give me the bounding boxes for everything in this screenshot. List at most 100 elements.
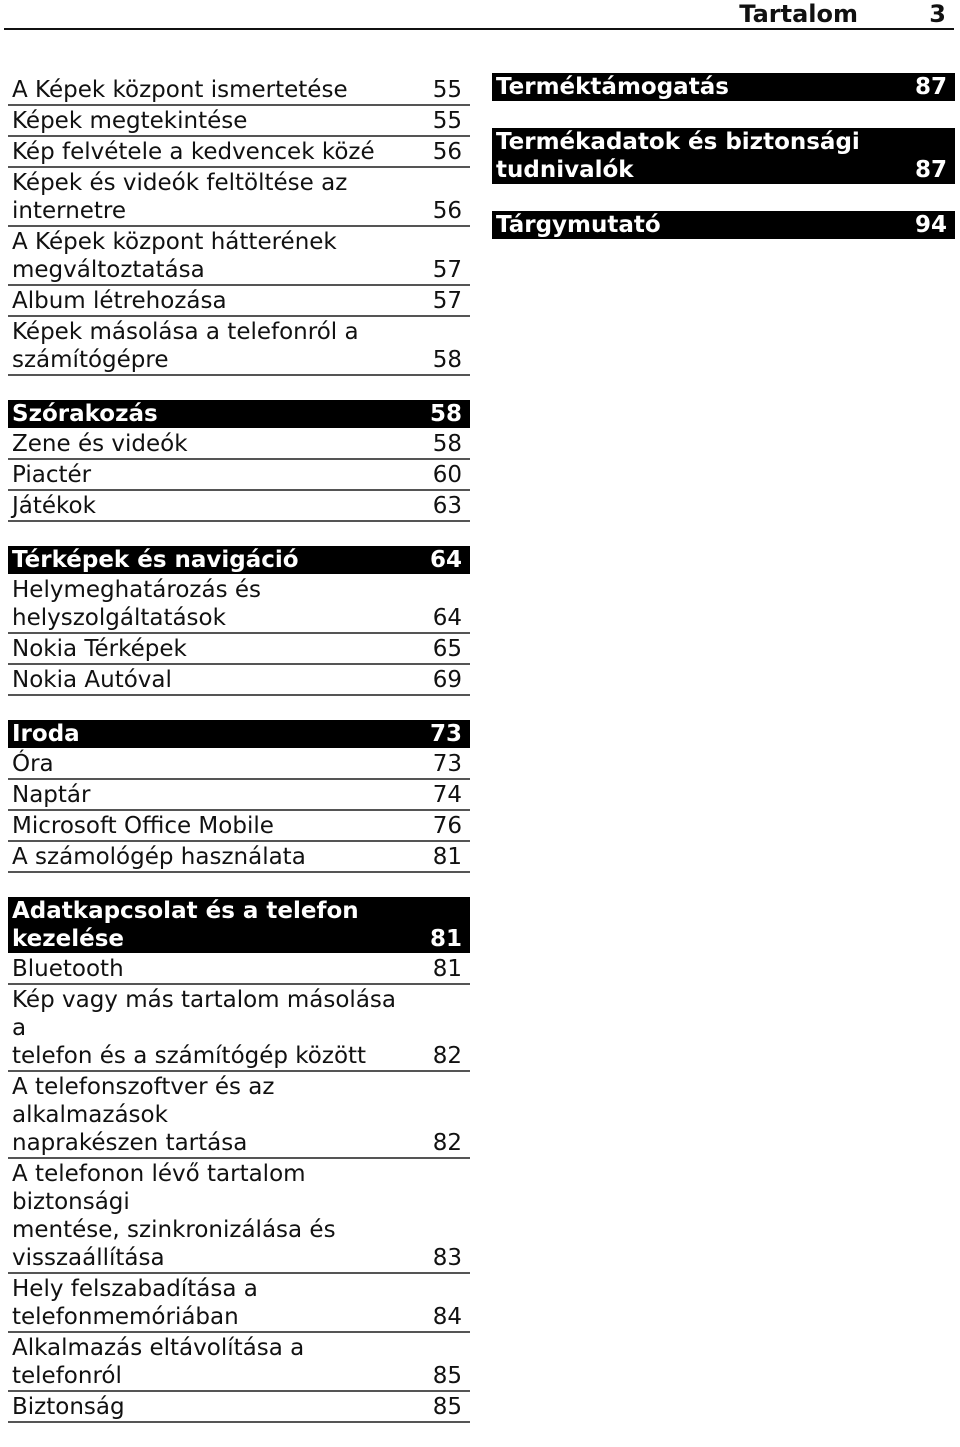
toc-entry-title: Helymeghatározás és helyszolgáltatások xyxy=(12,577,262,631)
toc-entry[interactable]: Naptár 74 xyxy=(8,781,470,811)
toc-section-terkepek: Térképek és navigáció 64 Helymeghatározás… xyxy=(8,546,470,696)
toc-entry-title: Alkalmazás eltávolítása a telefonról xyxy=(12,1335,312,1389)
toc-entry-page: 74 xyxy=(432,782,462,808)
page-header: Tartalom 3 xyxy=(4,0,954,30)
toc-entry[interactable]: Alkalmazás eltávolítása a telefonról 85 xyxy=(8,1334,470,1392)
toc-entry[interactable]: Nokia Autóval 69 xyxy=(8,666,470,696)
toc-entry-title: Piactér xyxy=(12,462,92,488)
toc-entry[interactable]: Bluetooth 81 xyxy=(8,955,470,985)
toc-heading-page: 81 xyxy=(429,926,462,952)
toc-heading-page: 73 xyxy=(429,721,462,747)
toc-section-heading[interactable]: Iroda 73 xyxy=(8,720,470,748)
toc-entry-page: 56 xyxy=(432,139,462,165)
toc-heading-page: 94 xyxy=(914,212,947,238)
toc-entry[interactable]: Kép vagy más tartalom másolása a telefon… xyxy=(8,986,470,1072)
toc-entry-title: Játékok xyxy=(12,493,96,519)
toc-entry-page: 55 xyxy=(432,108,462,134)
toc-entry[interactable]: Óra 73 xyxy=(8,750,470,780)
toc-entry-page: 55 xyxy=(432,77,462,103)
toc-entry-page: 84 xyxy=(432,1304,462,1330)
toc-entry-page: 60 xyxy=(432,462,462,488)
toc-entry-title: Óra xyxy=(12,751,54,777)
toc-entry[interactable]: A számológép használata 81 xyxy=(8,843,470,873)
toc-entry[interactable]: Biztonság 85 xyxy=(8,1393,470,1423)
toc-section-heading[interactable]: Termékadatok és biztonsági tudnivalók 87 xyxy=(492,128,955,184)
toc-entry-page: 85 xyxy=(432,1363,462,1389)
toc-heading-title: Terméktámogatás xyxy=(496,74,729,100)
toc-entry-title: Nokia Térképek xyxy=(12,636,187,662)
toc-entry[interactable]: Album létrehozása 57 xyxy=(8,287,470,317)
toc-entry[interactable]: Piactér 60 xyxy=(8,461,470,491)
header-page-number: 3 xyxy=(929,0,946,28)
toc-entry-page: 81 xyxy=(432,956,462,982)
toc-heading-title: Térképek és navigáció xyxy=(12,547,299,573)
toc-entry-page: 57 xyxy=(432,288,462,314)
toc-heading-title: Termékadatok és biztonsági tudnivalók xyxy=(496,129,860,183)
toc-section-adatkapcsolat: Adatkapcsolat és a telefon kezelése 81 Bl… xyxy=(8,897,470,1423)
toc-entry-page: 81 xyxy=(432,844,462,870)
toc-entry-title: Hely felszabadítása a telefonmemóriában xyxy=(12,1276,258,1330)
header-title: Tartalom xyxy=(739,0,858,28)
toc-entry-page: 63 xyxy=(432,493,462,519)
toc-entry[interactable]: Zene és videók 58 xyxy=(8,430,470,460)
toc-entry-page: 57 xyxy=(432,257,462,283)
toc-entry-title: A számológép használata xyxy=(12,844,306,870)
toc-entry-title: Naptár xyxy=(12,782,91,808)
toc-section-heading[interactable]: Szórakozás 58 xyxy=(8,400,470,428)
toc-entry[interactable]: Képek másolása a telefonról a számítógép… xyxy=(8,318,470,376)
toc-entry-title: Kép felvétele a kedvencek közé xyxy=(12,139,375,165)
toc-section-heading[interactable]: Tárgymutató 94 xyxy=(492,211,955,239)
toc-entry-page: 83 xyxy=(432,1245,462,1271)
toc-section-intro: A Képek központ ismertetése 55 Képek megt… xyxy=(8,76,470,376)
toc-heading-title: Tárgymutató xyxy=(496,212,661,238)
toc-entry[interactable]: A telefonszoftver és az alkalmazások nap… xyxy=(8,1073,470,1159)
toc-entry-page: 58 xyxy=(432,431,462,457)
toc-entry-page: 56 xyxy=(432,198,462,224)
toc-entry-title: Biztonság xyxy=(12,1394,125,1420)
toc-entry[interactable]: A Képek központ hátterének megváltoztatá… xyxy=(8,228,470,286)
toc-entry-title: Nokia Autóval xyxy=(12,667,172,693)
toc-heading-title: Iroda xyxy=(12,721,80,747)
toc-section-heading[interactable]: Terméktámogatás 87 xyxy=(492,73,955,101)
toc-entry-page: 65 xyxy=(432,636,462,662)
toc-heading-title: Adatkapcsolat és a telefon kezelése xyxy=(12,898,367,952)
toc-section-heading[interactable]: Adatkapcsolat és a telefon kezelése 81 xyxy=(8,897,470,953)
toc-section-iroda: Iroda 73 Óra 73 Naptár 74 Microsoft Office … xyxy=(8,720,470,873)
toc-entry[interactable]: A Képek központ ismertetése 55 xyxy=(8,76,470,106)
toc-entry-page: 85 xyxy=(432,1394,462,1420)
toc-entry-title: Bluetooth xyxy=(12,956,124,982)
toc-entry-title: Microsoft Office Mobile xyxy=(12,813,274,839)
toc-entry-title: A telefonon lévő tartalom biztonsági men… xyxy=(12,1161,336,1271)
toc-entry-page: 69 xyxy=(432,667,462,693)
toc-entry[interactable]: Nokia Térképek 65 xyxy=(8,635,470,665)
toc-entry-title: Album létrehozása xyxy=(12,288,227,314)
toc-heading-page: 64 xyxy=(429,547,462,573)
toc-entry-page: 82 xyxy=(432,1130,462,1156)
toc-entry-page: 82 xyxy=(432,1043,462,1069)
toc-entry-title: A Képek központ ismertetése xyxy=(12,77,348,103)
toc-entry[interactable]: Helymeghatározás és helyszolgáltatások 64 xyxy=(8,576,470,634)
toc-section-szorakozas: Szórakozás 58 Zene és videók 58 Piactér 60 … xyxy=(8,400,470,522)
toc-entry-page: 73 xyxy=(432,751,462,777)
toc-entry-title: A telefonszoftver és az alkalmazások nap… xyxy=(12,1074,275,1156)
toc-entry-page: 76 xyxy=(432,813,462,839)
toc-heading-page: 87 xyxy=(914,157,947,183)
toc-entry[interactable]: Képek megtekintése 55 xyxy=(8,107,470,137)
toc-heading-title: Szórakozás xyxy=(12,401,158,427)
toc-entry-title: Képek másolása a telefonról a számítógép… xyxy=(12,319,359,373)
toc-left-column: A Képek központ ismertetése 55 Képek megt… xyxy=(8,76,470,1447)
toc-entry-page: 64 xyxy=(432,605,462,631)
toc-entry[interactable]: A telefonon lévő tartalom biztonsági men… xyxy=(8,1160,470,1274)
toc-entry[interactable]: Microsoft Office Mobile 76 xyxy=(8,812,470,842)
toc-entry-title: Képek megtekintése xyxy=(12,108,248,134)
toc-entry-title: A Képek központ hátterének megváltoztatá… xyxy=(12,229,337,283)
toc-entry[interactable]: Képek és videók feltöltése az internetre… xyxy=(8,169,470,227)
toc-entry-title: Képek és videók feltöltése az internetre xyxy=(12,170,348,224)
toc-entry[interactable]: Hely felszabadítása a telefonmemóriában 8… xyxy=(8,1275,470,1333)
toc-entry[interactable]: Kép felvétele a kedvencek közé 56 xyxy=(8,138,470,168)
toc-entry[interactable]: Játékok 63 xyxy=(8,492,470,522)
toc-entry-title: Kép vagy más tartalom másolása a telefon… xyxy=(12,987,396,1069)
toc-section-heading[interactable]: Térképek és navigáció 64 xyxy=(8,546,470,574)
toc-entry-title: Zene és videók xyxy=(12,431,188,457)
toc-right-column: Terméktámogatás 87 Termékadatok és bizton… xyxy=(492,73,955,266)
